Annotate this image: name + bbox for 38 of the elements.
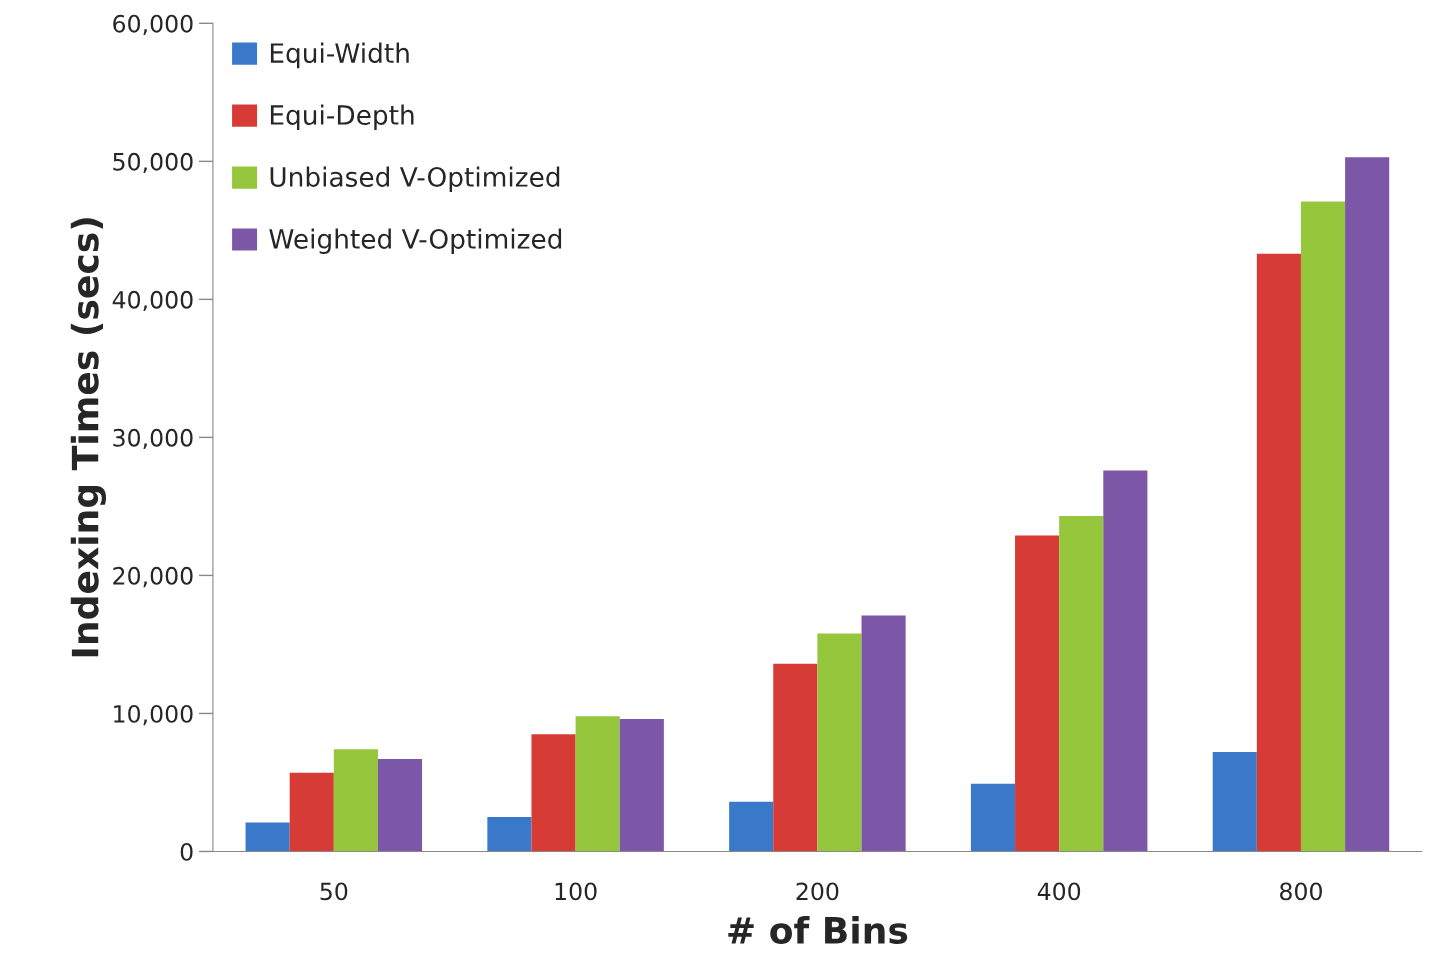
bar [619,718,664,852]
bar [1015,535,1060,852]
x-tick-label: 400 [1037,882,1081,901]
y-tick-label: 30,000 [113,428,193,450]
bar [1300,201,1346,852]
y-tick-label: 20,000 [113,566,193,588]
bar [729,801,774,852]
x-tick-label: 200 [796,882,839,901]
bar [1212,752,1257,852]
y-tick-label: 0 [180,842,193,861]
bar [245,822,290,852]
x-tick-label: 800 [1280,882,1322,901]
bar [487,816,532,852]
bar [1256,253,1301,852]
bar [531,734,576,852]
bar [1103,470,1148,852]
bar [817,633,862,852]
bar [333,749,378,852]
legend-label: Equi-Width [270,42,409,69]
bar [377,759,423,852]
bar [575,716,620,852]
legend-label: Unbiased V-Optimized [270,166,560,193]
x-axis-title: # of Bins [728,915,908,944]
y-tick-label: 10,000 [114,704,193,726]
bar [1059,516,1104,852]
bar [970,783,1016,852]
x-tick-label: 100 [555,882,597,901]
bar [289,772,334,852]
y-tick-label: 40,000 [112,290,193,312]
x-tick-label: 50 [320,882,348,901]
legend-label: Weighted V-Optimized [269,228,562,255]
bar [1345,157,1390,852]
bar [861,615,906,852]
y-axis-title: Indexing Times (secs) [70,218,106,657]
bar [773,663,818,852]
y-tick-label: 50,000 [113,152,193,174]
y-tick-label: 60,000 [113,14,193,36]
legend-label: Equi-Depth [270,104,414,131]
